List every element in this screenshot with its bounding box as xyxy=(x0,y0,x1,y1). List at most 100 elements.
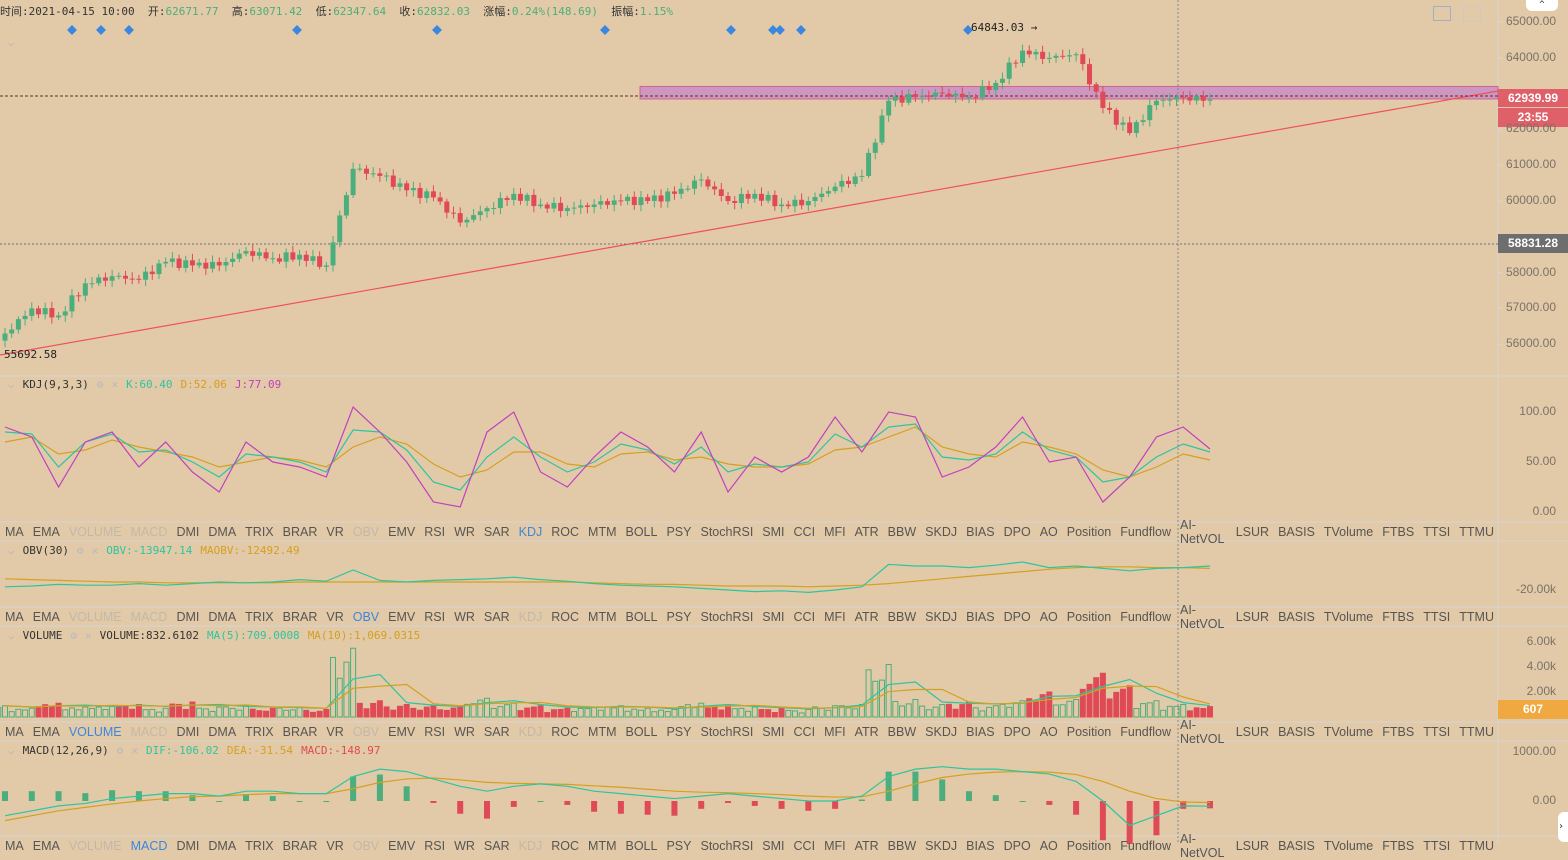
indicator-tab-trix[interactable]: TRIX xyxy=(245,838,274,853)
indicator-tab-lsur[interactable]: LSUR xyxy=(1235,609,1270,624)
indicator-tab-basis[interactable]: BASIS xyxy=(1278,609,1315,624)
indicator-tab-ftbs[interactable]: FTBS xyxy=(1382,524,1415,539)
indicator-tab-wr[interactable]: WR xyxy=(454,609,475,624)
indicator-tab-atr[interactable]: ATR xyxy=(854,724,879,739)
chevron-down-icon[interactable]: ⌵ xyxy=(8,544,15,557)
indicator-tab-wr[interactable]: WR xyxy=(454,524,475,539)
indicator-tab-ma[interactable]: MA xyxy=(5,609,24,624)
indicator-tab-tvolume[interactable]: TVolume xyxy=(1323,524,1374,539)
indicator-tab-obv[interactable]: OBV xyxy=(352,524,380,539)
indicator-tab-obv[interactable]: OBV xyxy=(352,838,380,853)
indicator-tab-atr[interactable]: ATR xyxy=(854,609,879,624)
indicator-tab-emv[interactable]: EMV xyxy=(388,609,416,624)
indicator-tab-obv[interactable]: OBV xyxy=(352,609,380,624)
indicator-tab-ftbs[interactable]: FTBS xyxy=(1382,609,1415,624)
indicator-tab-volume[interactable]: VOLUME xyxy=(68,838,122,853)
indicator-tab-dmi[interactable]: DMI xyxy=(176,609,200,624)
indicator-tab-position[interactable]: Position xyxy=(1066,524,1112,539)
expand-right-button[interactable]: › xyxy=(1558,812,1568,842)
indicator-tab-ftbs[interactable]: FTBS xyxy=(1382,724,1415,739)
indicator-tab-psy[interactable]: PSY xyxy=(666,724,692,739)
indicator-tab-kdj[interactable]: KDJ xyxy=(518,609,543,624)
close-icon[interactable]: ✕ xyxy=(111,378,119,391)
indicator-tab-bias[interactable]: BIAS xyxy=(966,609,995,624)
close-icon[interactable]: ✕ xyxy=(85,629,92,642)
indicator-tab-smi[interactable]: SMI xyxy=(762,524,785,539)
indicator-tab-sar[interactable]: SAR xyxy=(483,524,510,539)
indicator-tab-ema[interactable]: EMA xyxy=(32,838,60,853)
indicator-tab-position[interactable]: Position xyxy=(1066,724,1112,739)
indicator-tab-boll[interactable]: BOLL xyxy=(625,609,658,624)
indicator-tab-bias[interactable]: BIAS xyxy=(966,838,995,853)
indicator-tab-ao[interactable]: AO xyxy=(1039,609,1058,624)
settings-icon[interactable]: ⚙ xyxy=(76,544,84,557)
indicator-tab-skdj[interactable]: SKDJ xyxy=(925,838,958,853)
indicator-tab-kdj[interactable]: KDJ xyxy=(518,724,543,739)
chevron-down-icon[interactable]: ⌵ xyxy=(8,378,15,391)
indicator-tab-smi[interactable]: SMI xyxy=(762,609,785,624)
indicator-tab-brar[interactable]: BRAR xyxy=(282,609,318,624)
indicator-tab-ma[interactable]: MA xyxy=(5,838,24,853)
indicator-tab-cci[interactable]: CCI xyxy=(793,524,816,539)
indicator-tab-roc[interactable]: ROC xyxy=(551,524,580,539)
chevron-down-icon[interactable]: ⌵ xyxy=(8,629,15,642)
indicator-tab-atr[interactable]: ATR xyxy=(854,524,879,539)
indicator-tab-mtm[interactable]: MTM xyxy=(588,609,617,624)
indicator-tab-ftbs[interactable]: FTBS xyxy=(1382,838,1415,853)
indicator-tab-rsi[interactable]: RSI xyxy=(424,838,446,853)
indicator-tab-tvolume[interactable]: TVolume xyxy=(1323,724,1374,739)
indicator-tab-dma[interactable]: DMA xyxy=(208,724,237,739)
indicator-tab-rsi[interactable]: RSI xyxy=(424,724,446,739)
indicator-tab-basis[interactable]: BASIS xyxy=(1278,524,1315,539)
indicator-tab-vr[interactable]: VR xyxy=(326,524,344,539)
indicator-tab-ao[interactable]: AO xyxy=(1039,838,1058,853)
settings-icon[interactable]: ⚙ xyxy=(96,378,104,391)
indicator-tab-macd[interactable]: MACD xyxy=(130,838,168,853)
indicator-tab-ttmu[interactable]: TTMU xyxy=(1459,724,1494,739)
indicator-tab-lsur[interactable]: LSUR xyxy=(1235,838,1270,853)
indicator-tab-mtm[interactable]: MTM xyxy=(588,524,617,539)
indicator-tab-mtm[interactable]: MTM xyxy=(588,724,617,739)
indicator-tab-bias[interactable]: BIAS xyxy=(966,724,995,739)
indicator-tab-tvolume[interactable]: TVolume xyxy=(1323,609,1374,624)
indicator-tab-vr[interactable]: VR xyxy=(326,609,344,624)
indicator-tab-macd[interactable]: MACD xyxy=(130,609,168,624)
indicator-tab-ttsi[interactable]: TTSI xyxy=(1423,524,1451,539)
chevron-down-icon[interactable]: ⌵ xyxy=(8,744,15,757)
indicator-tab-roc[interactable]: ROC xyxy=(551,724,580,739)
indicator-tab-dpo[interactable]: DPO xyxy=(1003,838,1031,853)
indicator-tab-psy[interactable]: PSY xyxy=(666,609,692,624)
close-icon[interactable]: ✕ xyxy=(131,744,138,757)
indicator-tab-skdj[interactable]: SKDJ xyxy=(925,724,958,739)
indicator-tab-basis[interactable]: BASIS xyxy=(1278,838,1315,853)
indicator-tab-sar[interactable]: SAR xyxy=(483,724,510,739)
indicator-tab-ao[interactable]: AO xyxy=(1039,524,1058,539)
indicator-tab-ttsi[interactable]: TTSI xyxy=(1423,838,1451,853)
indicator-tab-trix[interactable]: TRIX xyxy=(245,609,274,624)
settings-icon[interactable]: ⚙ xyxy=(116,744,124,757)
indicator-tab-ema[interactable]: EMA xyxy=(32,609,60,624)
indicator-tab-mfi[interactable]: MFI xyxy=(824,838,846,853)
indicator-tab-roc[interactable]: ROC xyxy=(551,609,580,624)
indicator-tab-bbw[interactable]: BBW xyxy=(887,524,917,539)
indicator-tab-trix[interactable]: TRIX xyxy=(245,524,274,539)
indicator-tab-kdj[interactable]: KDJ xyxy=(518,838,543,853)
indicator-tab-fundflow[interactable]: Fundflow xyxy=(1120,524,1171,539)
indicator-tab-fundflow[interactable]: Fundflow xyxy=(1120,609,1171,624)
indicator-tab-bbw[interactable]: BBW xyxy=(887,609,917,624)
indicator-tab-mfi[interactable]: MFI xyxy=(824,609,846,624)
indicator-tab-rsi[interactable]: RSI xyxy=(424,524,446,539)
indicator-tab-smi[interactable]: SMI xyxy=(762,838,785,853)
indicator-tab-lsur[interactable]: LSUR xyxy=(1235,524,1270,539)
indicator-tab-stochrsi[interactable]: StochRSI xyxy=(700,724,754,739)
indicator-tab-emv[interactable]: EMV xyxy=(388,838,416,853)
indicator-tab-wr[interactable]: WR xyxy=(454,838,475,853)
indicator-tab-cci[interactable]: CCI xyxy=(793,724,816,739)
indicator-tab-dpo[interactable]: DPO xyxy=(1003,724,1031,739)
indicator-tab-tvolume[interactable]: TVolume xyxy=(1323,838,1374,853)
indicator-tab-boll[interactable]: BOLL xyxy=(625,524,658,539)
indicator-tab-psy[interactable]: PSY xyxy=(666,838,692,853)
indicator-tab-ma[interactable]: MA xyxy=(5,724,24,739)
fullscreen-icon[interactable] xyxy=(1463,6,1481,22)
